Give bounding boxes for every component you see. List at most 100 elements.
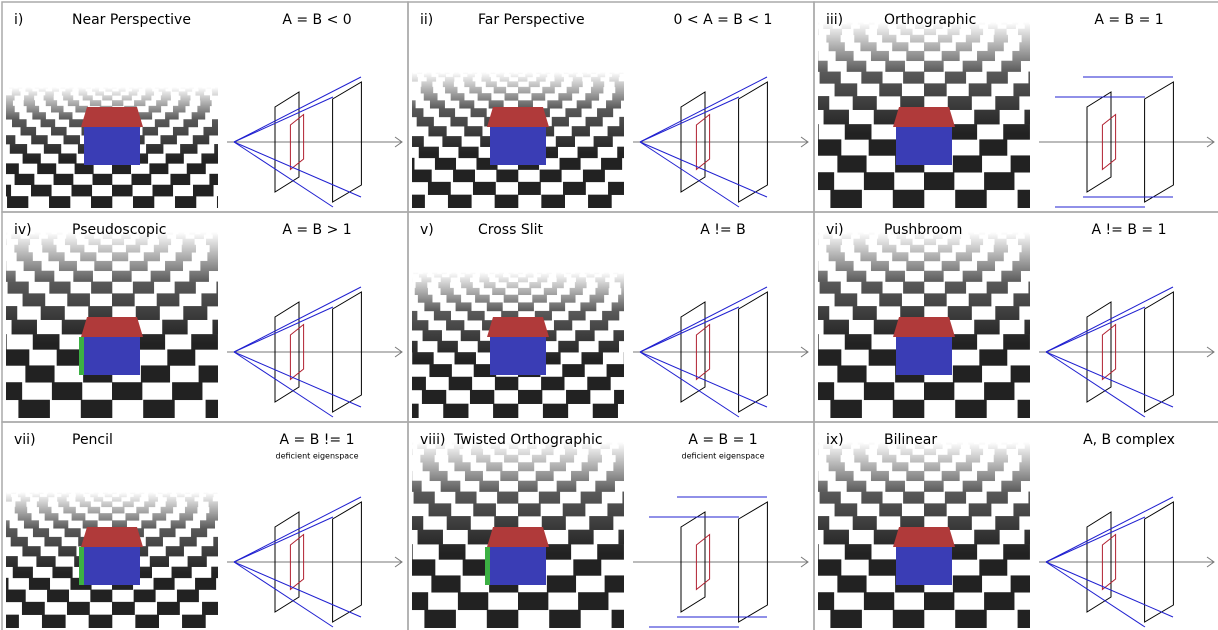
checker	[924, 172, 954, 190]
checker	[541, 195, 565, 209]
checker	[1028, 72, 1049, 84]
cube-top	[893, 107, 955, 127]
checker	[91, 196, 112, 208]
panel: vii)PencilA = B != 1deficient eigenspace	[0, 422, 408, 630]
checker	[422, 390, 446, 404]
checker	[633, 377, 656, 390]
cube-top	[487, 317, 549, 337]
checker	[518, 182, 541, 195]
render-image	[362, 442, 677, 628]
checker	[222, 106, 234, 113]
checker	[218, 112, 232, 119]
checker	[449, 377, 472, 390]
checker	[393, 302, 409, 311]
checker	[800, 471, 818, 481]
checker	[407, 559, 435, 575]
checker	[1043, 516, 1067, 530]
checker	[955, 190, 986, 209]
checker	[0, 293, 1, 306]
checker	[222, 492, 227, 494]
checker	[31, 185, 52, 197]
checker	[7, 196, 28, 208]
cube-front	[896, 127, 952, 165]
checker	[778, 72, 799, 84]
ray	[640, 142, 739, 207]
checker	[372, 492, 393, 504]
checker	[172, 382, 202, 400]
checker	[410, 170, 432, 183]
checker	[1034, 442, 1040, 445]
checker	[608, 182, 631, 195]
render-image	[0, 232, 271, 418]
checker	[805, 444, 814, 449]
cube-front	[896, 337, 952, 375]
checker	[924, 592, 954, 610]
checker	[143, 400, 174, 419]
cube-front	[84, 127, 140, 165]
checker	[830, 610, 861, 629]
checker	[1040, 271, 1060, 282]
cube-top	[893, 527, 955, 547]
checker	[170, 174, 190, 185]
checker	[133, 196, 154, 208]
ray	[234, 352, 361, 407]
checker	[953, 575, 982, 592]
checker	[837, 155, 866, 172]
panel-name: Near Perspective	[72, 12, 191, 28]
checker	[780, 575, 809, 592]
checker	[385, 364, 407, 377]
checker	[1011, 365, 1040, 382]
checker	[614, 390, 638, 404]
checker	[400, 81, 411, 87]
checker	[573, 559, 601, 575]
checker	[650, 544, 677, 560]
ray	[640, 352, 739, 417]
panel: v)Cross SlitA != B	[370, 212, 814, 422]
checker	[0, 252, 1, 261]
checker	[1043, 96, 1067, 110]
checker	[398, 592, 428, 610]
panel-condition: A != B	[700, 222, 745, 238]
checker	[384, 330, 403, 341]
checker	[52, 382, 82, 400]
checker	[228, 271, 248, 282]
render-image	[768, 232, 1083, 418]
checker	[233, 185, 254, 197]
ray	[234, 97, 333, 142]
checker	[627, 74, 635, 78]
checker	[389, 288, 402, 295]
cube-top	[81, 317, 143, 337]
checker	[383, 117, 400, 127]
panel-condition: 0 < A = B < 1	[674, 12, 773, 28]
checker	[81, 400, 112, 419]
ray	[234, 352, 333, 417]
checker	[429, 364, 451, 377]
checker	[0, 127, 6, 136]
checker	[1011, 575, 1040, 592]
checker	[424, 610, 455, 629]
checker	[628, 442, 634, 445]
checker	[869, 559, 897, 575]
panel-condition: A = B = 1	[1094, 12, 1163, 28]
checker	[804, 592, 834, 610]
checker	[773, 530, 798, 545]
checker	[560, 158, 581, 170]
checker	[193, 185, 214, 197]
checker	[195, 578, 216, 590]
checker	[1044, 382, 1074, 400]
cube-top	[81, 527, 143, 547]
checker	[222, 497, 231, 502]
checker	[628, 72, 633, 74]
checker	[578, 592, 608, 610]
checker	[1042, 449, 1054, 455]
checker	[396, 87, 408, 94]
checker	[780, 155, 809, 172]
checker	[804, 382, 834, 400]
ray	[234, 497, 361, 562]
checker	[0, 334, 7, 350]
checker	[175, 196, 196, 208]
checker	[806, 239, 818, 245]
checker	[229, 520, 244, 528]
checker	[0, 261, 6, 271]
checker	[470, 390, 494, 404]
